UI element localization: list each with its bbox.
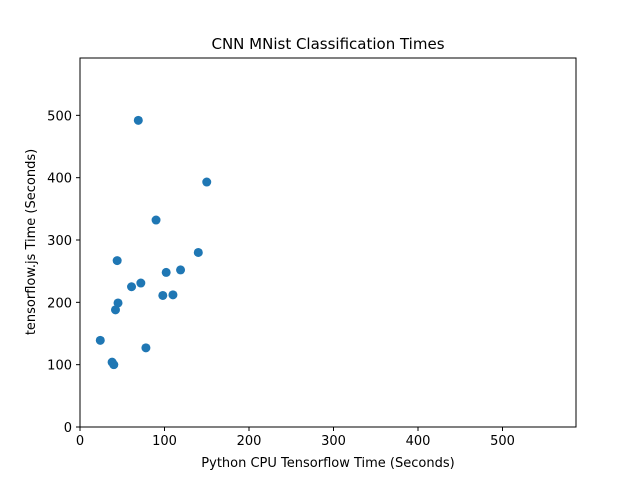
scatter-point: [141, 343, 151, 353]
scatter-point: [158, 290, 168, 300]
scatter-point: [109, 360, 119, 370]
y-tick-label: 200: [47, 296, 72, 311]
scatter-point: [136, 278, 146, 288]
scatter-point: [151, 215, 161, 225]
scatter-point: [110, 305, 120, 315]
chart-title: CNN MNist Classification Times: [211, 35, 444, 53]
x-tick-label: 300: [321, 434, 346, 449]
y-tick-label: 0: [64, 421, 72, 436]
y-tick-label: 300: [47, 234, 72, 249]
scatter-point: [127, 282, 137, 292]
y-axis-label: tensorflow.js Time (Seconds): [24, 149, 39, 335]
x-tick-label: 100: [152, 434, 177, 449]
scatter-point: [161, 267, 171, 277]
y-tick-label: 400: [47, 172, 72, 187]
scatter-point: [133, 115, 143, 125]
x-tick-label: 400: [406, 434, 431, 449]
y-tick-label: 100: [47, 359, 72, 374]
scatter-point: [113, 298, 123, 308]
x-tick-label: 0: [76, 434, 84, 449]
scatter-point: [176, 265, 186, 275]
points-layer: [95, 115, 212, 370]
plot-frame: [79, 57, 577, 428]
x-axis-label: Python CPU Tensorflow Time (Seconds): [201, 456, 454, 471]
y-tick-label: 500: [47, 109, 72, 124]
scatter-point: [193, 247, 203, 257]
scatter-point: [112, 256, 122, 266]
x-tick-label: 200: [237, 434, 262, 449]
ticks-layer: 0 100 200 300 400 500 0 100 200 300 400 500: [47, 109, 515, 449]
scatter-point: [202, 177, 212, 187]
scatter-point: [168, 290, 178, 300]
scatter-point: [95, 335, 105, 345]
x-tick-label: 500: [490, 434, 515, 449]
